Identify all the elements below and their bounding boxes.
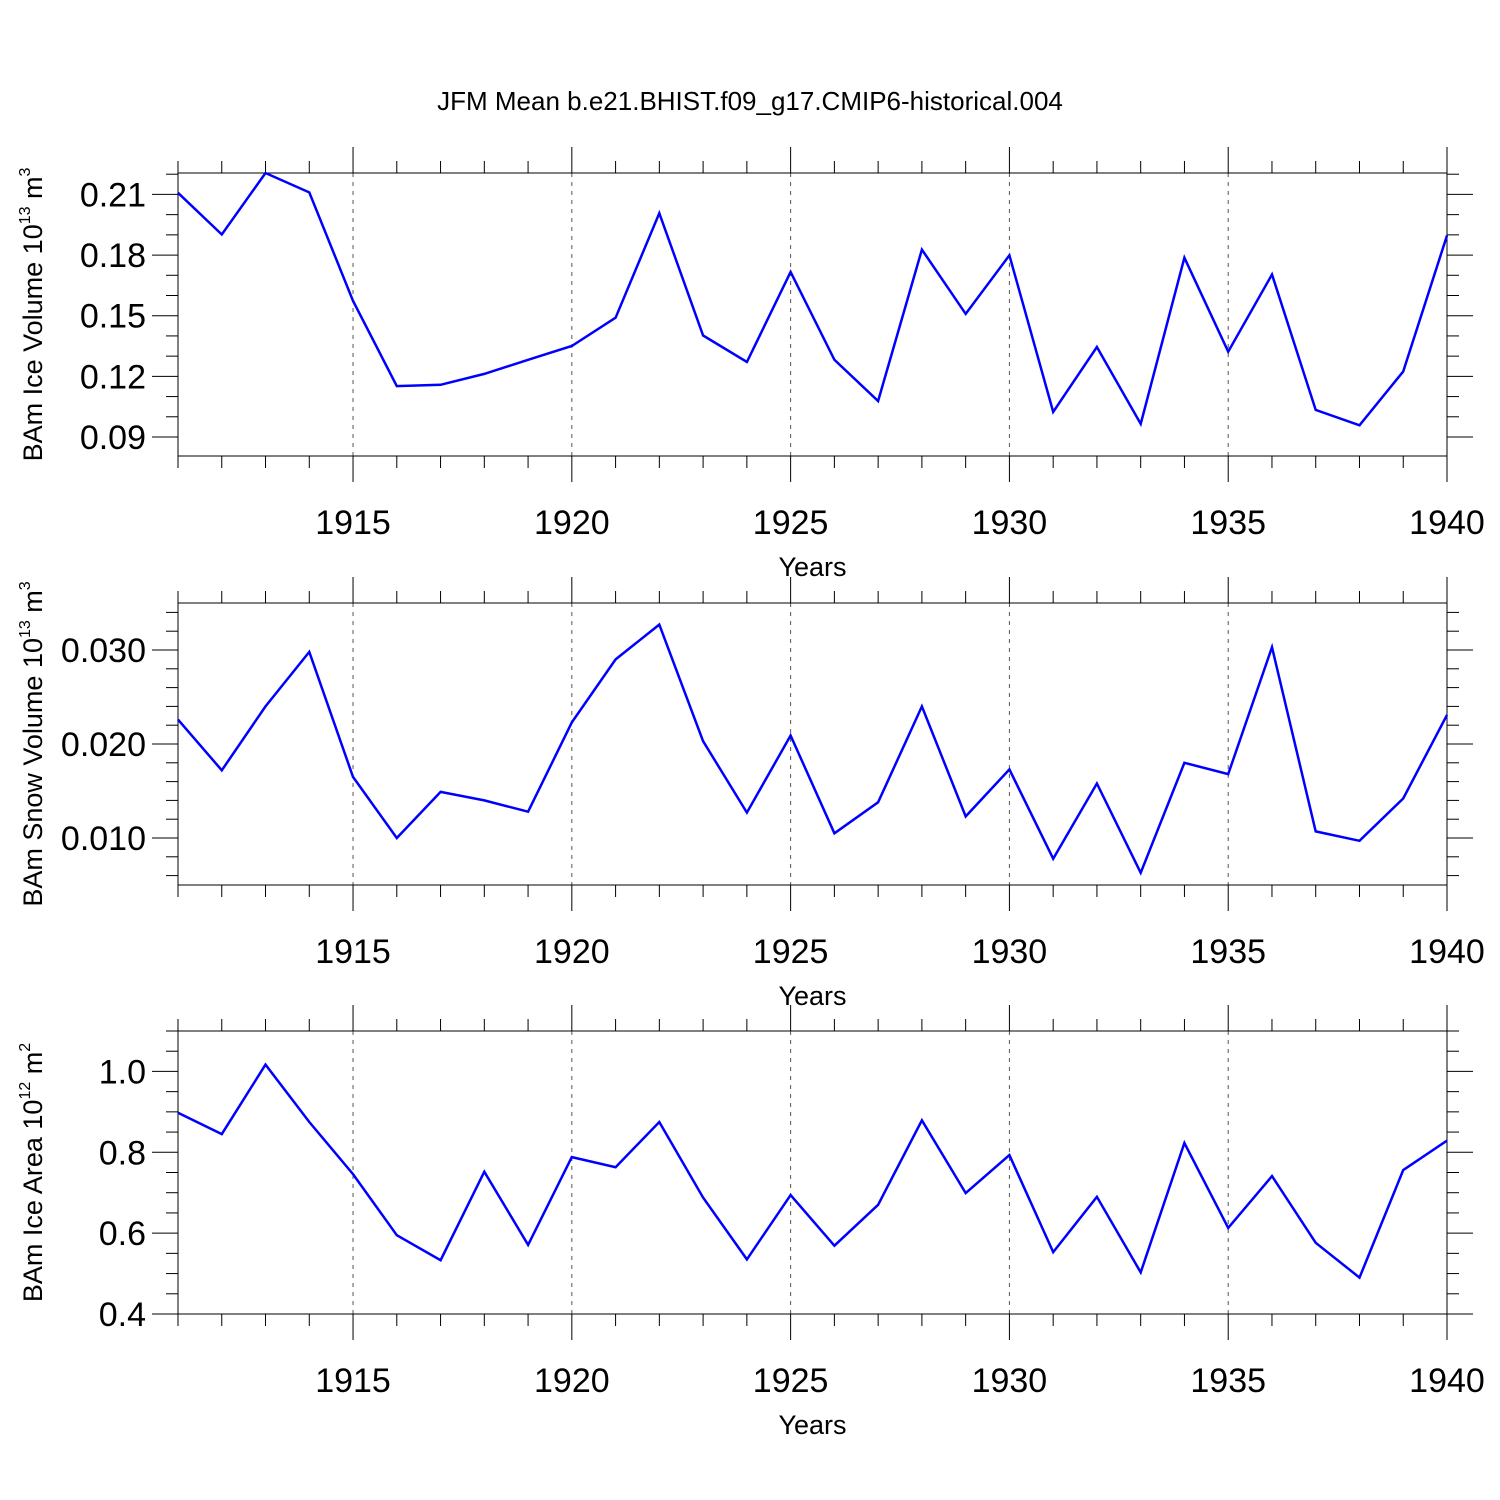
- y-tick-label: 1.0: [99, 1053, 146, 1091]
- x-tick-label: 1940: [1409, 504, 1485, 542]
- x-axis-title: Years: [778, 552, 846, 582]
- plot-frame: [177, 1030, 1448, 1315]
- y-tick-label: 0.21: [80, 176, 146, 214]
- x-axis-title: Years: [778, 1410, 846, 1440]
- y-axis-title: BAm Snow Volume 1013 m3: [17, 581, 48, 906]
- figure-title: JFM Mean b.e21.BHIST.f09_g17.CMIP6-histo…: [437, 86, 1063, 116]
- y-tick-label: 0.4: [99, 1296, 146, 1334]
- y-axis-title: BAm Ice Area 1012 m2: [17, 1043, 48, 1302]
- plot-frame: [177, 172, 1448, 457]
- x-tick-label: 1915: [315, 504, 391, 542]
- x-tick-label: 1925: [753, 504, 829, 542]
- y-tick-label: 0.09: [80, 419, 146, 457]
- y-tick-label: 0.18: [80, 237, 146, 275]
- x-tick-label: 1935: [1190, 1362, 1266, 1400]
- y-tick-label: 0.010: [61, 820, 146, 858]
- panel-ice-volume: 0.09 0.12 0.15 0.18 0.21 1915 1920 1925 1930 1935…: [17, 147, 1485, 582]
- series-line-ice-volume: [177, 171, 1449, 428]
- x-tick-label: 1920: [534, 933, 610, 971]
- x-tick-label: 1940: [1409, 1362, 1485, 1400]
- y-tick-label: 0.12: [80, 358, 146, 396]
- x-tick-label: 1920: [534, 504, 610, 542]
- x-tick-label: 1935: [1190, 504, 1266, 542]
- panel-snow-volume: 0.010 0.020 0.030 1915 1920 1925 1930 1935 1940 Y…: [17, 577, 1485, 1011]
- x-axis-title: Years: [778, 981, 846, 1011]
- y-tick-label: 0.15: [80, 298, 146, 336]
- series-line-ice-area: [177, 1062, 1448, 1280]
- x-tick-label: 1930: [972, 504, 1048, 542]
- x-tick-label: 1925: [753, 933, 829, 971]
- x-tick-label: 1915: [315, 933, 391, 971]
- x-tick-label: 1925: [753, 1362, 829, 1400]
- y-tick-label: 0.020: [61, 726, 146, 764]
- panel-ice-area: 0.4 0.6 0.8 1.0 1915 1920 1925 1930 1935 1940 Year…: [17, 1005, 1485, 1440]
- y-tick-label: 0.6: [99, 1215, 146, 1253]
- panels: 0.09 0.12 0.15 0.18 0.21 1915 1920 1925 1930 1935…: [17, 147, 1485, 1440]
- x-tick-label: 1915: [315, 1362, 391, 1400]
- x-tick-label: 1930: [972, 1362, 1048, 1400]
- plot-frame: [177, 602, 1448, 886]
- x-tick-label: 1940: [1409, 933, 1485, 971]
- x-tick-label: 1930: [972, 933, 1048, 971]
- y-tick-label: 0.030: [61, 632, 146, 670]
- y-tick-label: 0.8: [99, 1134, 146, 1172]
- y-axis-title: BAm Ice Volume 1013 m3: [17, 167, 48, 461]
- x-tick-label: 1920: [534, 1362, 610, 1400]
- series-line-snow-volume: [177, 622, 1449, 876]
- x-tick-label: 1935: [1190, 933, 1266, 971]
